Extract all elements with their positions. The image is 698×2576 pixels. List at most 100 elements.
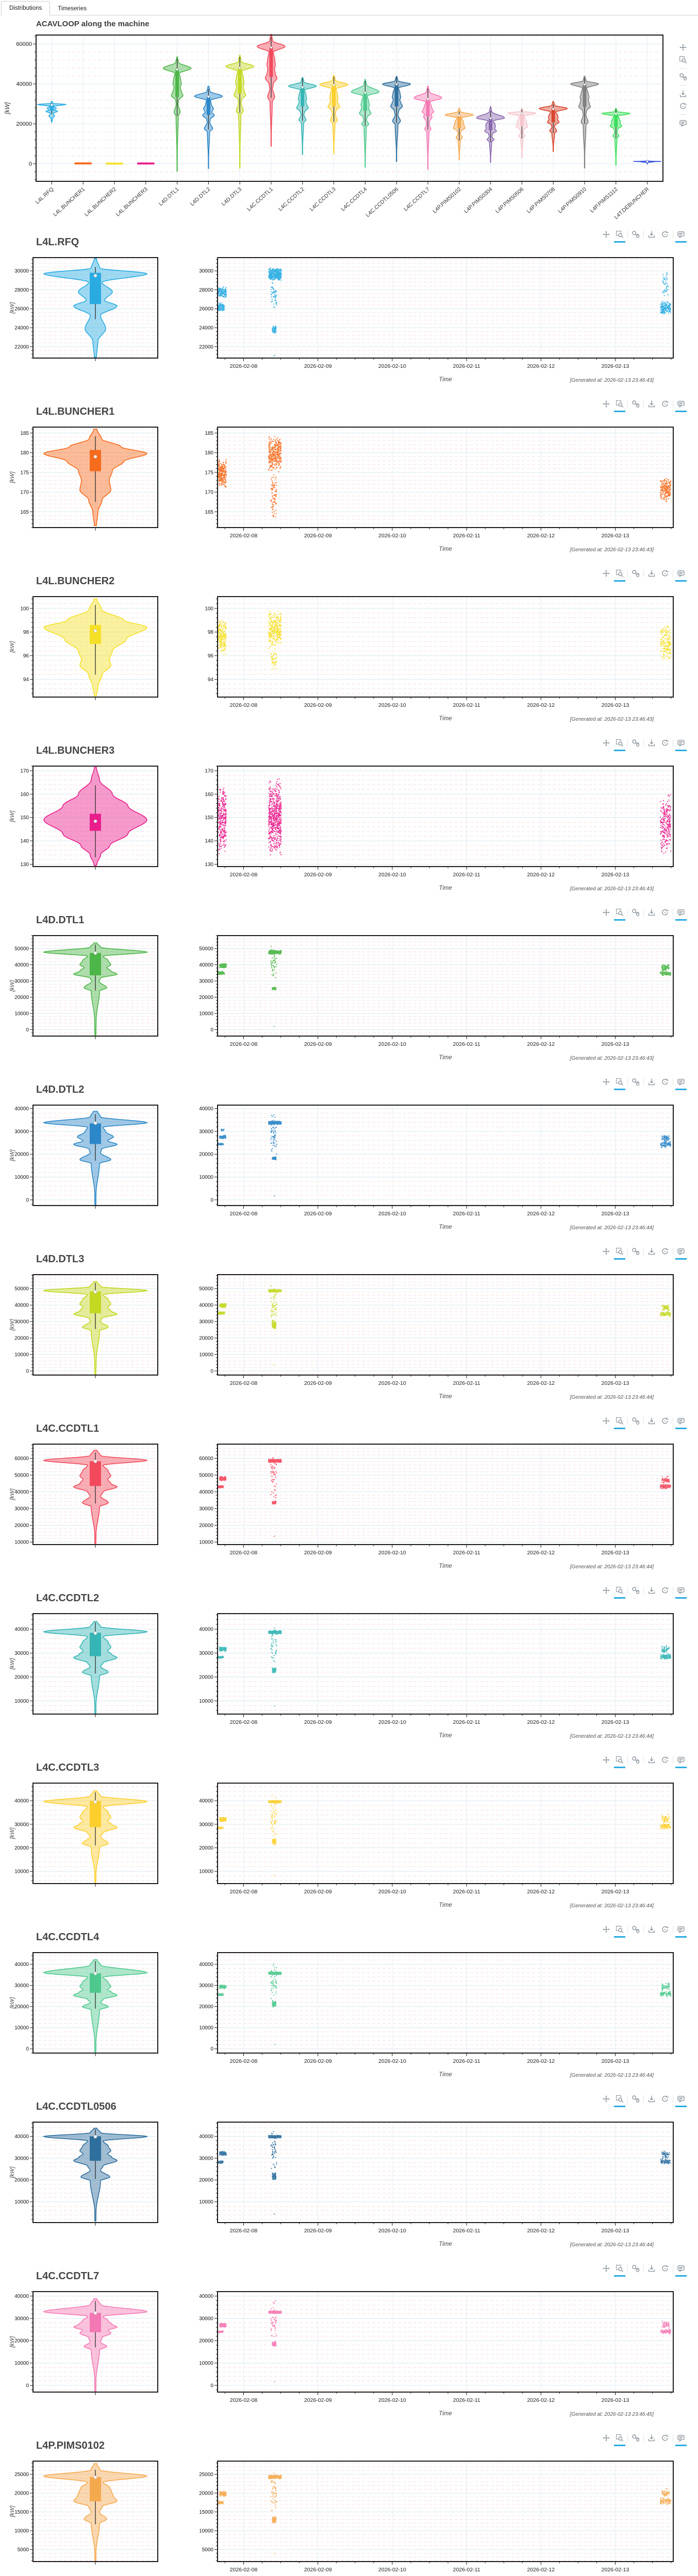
hover-button[interactable] — [674, 1754, 688, 1768]
save-button[interactable] — [645, 1415, 658, 1427]
wheel-zoom-button[interactable] — [629, 737, 642, 749]
wheel-zoom-button[interactable] — [629, 1754, 642, 1766]
pan-button[interactable] — [600, 567, 613, 580]
wheel-zoom-button[interactable] — [629, 2432, 642, 2444]
save-button[interactable] — [645, 737, 658, 749]
wheel-zoom-button[interactable] — [629, 228, 642, 241]
reset-button[interactable] — [658, 2093, 672, 2105]
timeseries-plot[interactable]: 10000 20000 30000 40000 2026-02-08 2026-02-09… — [191, 1781, 680, 1910]
wheel-zoom-button[interactable] — [629, 2262, 642, 2275]
save-button[interactable] — [645, 398, 658, 410]
box-zoom-button[interactable] — [613, 2262, 626, 2277]
reset-button[interactable] — [676, 100, 690, 112]
box-zoom-button[interactable] — [613, 567, 626, 582]
pan-button[interactable] — [600, 2262, 613, 2275]
violin-plot[interactable]: 0 10000 20000 30000 40000 50000 [kW] — [7, 1272, 162, 1382]
hover-button[interactable] — [674, 1415, 688, 1429]
hover-button[interactable] — [674, 228, 688, 243]
pan-button[interactable] — [600, 2432, 613, 2444]
save-button[interactable] — [645, 567, 658, 580]
wheel-zoom-button[interactable] — [629, 2093, 642, 2105]
save-button[interactable] — [645, 2093, 658, 2105]
box-zoom-button[interactable] — [613, 737, 626, 751]
wheel-zoom-button[interactable] — [629, 398, 642, 410]
violin-plot[interactable]: 0 10000 20000 30000 40000 50000 [kW] — [7, 933, 162, 1043]
timeseries-plot[interactable]: 10000 20000 30000 40000 2026-02-08 2026-02-09… — [191, 2120, 680, 2249]
overview-violin-plot[interactable]: 0200004000060000L4L.RFQL4L.BUNCHER1L4L.B… — [0, 31, 698, 224]
save-button[interactable] — [645, 1076, 658, 1088]
violin-plot[interactable]: 10000 20000 30000 40000 [kW] — [7, 1611, 162, 1721]
violin-plot[interactable]: 10000 20000 30000 40000 [kW] — [7, 2120, 162, 2230]
violin-plot[interactable]: 0 10000 20000 30000 40000 [kW] — [7, 1950, 162, 2060]
reset-button[interactable] — [658, 737, 672, 749]
hover-button[interactable] — [674, 1923, 688, 1938]
violin-plot[interactable]: 10000 20000 30000 40000 50000 60000 [kW] — [7, 1442, 162, 1552]
timeseries-plot[interactable]: 10000 20000 30000 40000 2026-02-08 2026-02-09… — [191, 1611, 680, 1741]
hover-button[interactable] — [674, 567, 688, 582]
pan-button[interactable] — [600, 1923, 613, 1936]
box-zoom-button[interactable] — [676, 54, 690, 66]
box-zoom-button[interactable] — [613, 2093, 626, 2107]
reset-button[interactable] — [658, 906, 672, 919]
violin-plot[interactable]: 22000 24000 26000 28000 30000 [kW] — [7, 255, 162, 365]
box-zoom-button[interactable] — [613, 398, 626, 412]
violin-plot[interactable]: 165 170 175 180 185 [kW] — [7, 425, 162, 535]
box-zoom-button[interactable] — [613, 1584, 626, 1599]
hover-button[interactable] — [674, 1245, 688, 1260]
box-zoom-button[interactable] — [613, 906, 626, 921]
wheel-zoom-button[interactable] — [629, 1584, 642, 1597]
violin-plot[interactable]: 0 10000 20000 30000 40000 [kW] — [7, 2289, 162, 2399]
box-zoom-button[interactable] — [613, 1923, 626, 1938]
pan-button[interactable] — [600, 1754, 613, 1766]
reset-button[interactable] — [658, 1415, 672, 1427]
pan-button[interactable] — [600, 1415, 613, 1427]
violin-plot[interactable]: 94 96 98 100 [kW] — [7, 594, 162, 704]
wheel-zoom-button[interactable] — [676, 71, 690, 83]
wheel-zoom-button[interactable] — [629, 906, 642, 919]
box-zoom-button[interactable] — [613, 1245, 626, 1260]
violin-plot[interactable]: 10000 20000 30000 40000 [kW] — [7, 1781, 162, 1891]
hover-button[interactable] — [674, 2432, 688, 2446]
pan-button[interactable] — [600, 737, 613, 749]
pan-button[interactable] — [600, 228, 613, 241]
reset-button[interactable] — [658, 228, 672, 241]
box-zoom-button[interactable] — [613, 228, 626, 243]
violin-plot[interactable]: 5000 10000 15000 20000 25000 [kW] — [7, 2459, 162, 2569]
reset-button[interactable] — [658, 567, 672, 580]
save-button[interactable] — [645, 2432, 658, 2444]
hover-button[interactable] — [674, 398, 688, 412]
box-zoom-button[interactable] — [613, 1076, 626, 1090]
pan-button[interactable] — [600, 398, 613, 410]
pan-button[interactable] — [600, 2093, 613, 2105]
save-button[interactable] — [645, 906, 658, 919]
reset-button[interactable] — [658, 398, 672, 410]
save-button[interactable] — [645, 2262, 658, 2275]
timeseries-plot[interactable]: 10000 20000 30000 40000 50000 60000 2026-02-08… — [191, 1442, 680, 1571]
pan-button[interactable] — [600, 906, 613, 919]
tab-timeseries[interactable]: Timeseries — [58, 6, 87, 12]
tab-distributions[interactable]: Distributions — [1, 1, 51, 15]
reset-button[interactable] — [658, 1923, 672, 1936]
hover-button[interactable] — [674, 906, 688, 921]
hover-button[interactable] — [674, 2262, 688, 2277]
hover-button[interactable] — [674, 2093, 688, 2107]
pan-button[interactable] — [600, 1245, 613, 1258]
pan-button[interactable] — [676, 41, 690, 54]
reset-button[interactable] — [658, 2432, 672, 2444]
reset-button[interactable] — [658, 1754, 672, 1766]
save-button[interactable] — [645, 1245, 658, 1258]
hover-button[interactable] — [674, 1584, 688, 1599]
wheel-zoom-button[interactable] — [629, 567, 642, 580]
hover-button[interactable] — [674, 1076, 688, 1090]
violin-plot[interactable]: 0 10000 20000 30000 40000 [kW] — [7, 1103, 162, 1213]
save-button[interactable] — [645, 1923, 658, 1936]
wheel-zoom-button[interactable] — [629, 1923, 642, 1936]
